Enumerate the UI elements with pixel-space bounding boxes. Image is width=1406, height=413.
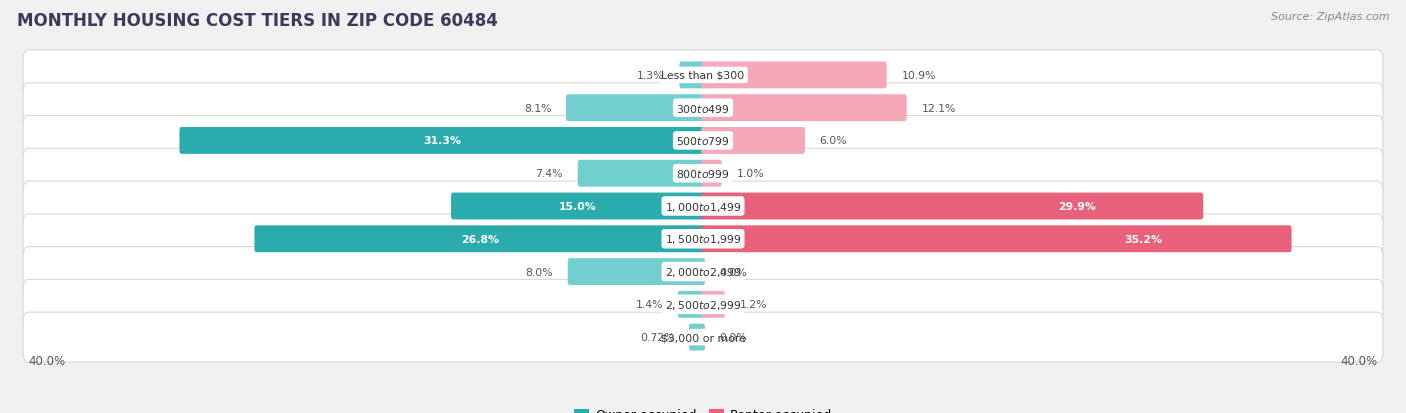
Text: $1,000 to $1,499: $1,000 to $1,499: [665, 200, 741, 213]
Text: 40.0%: 40.0%: [28, 354, 65, 367]
FancyBboxPatch shape: [567, 95, 704, 122]
FancyBboxPatch shape: [22, 280, 1384, 330]
FancyBboxPatch shape: [678, 291, 704, 318]
Legend: Owner-occupied, Renter-occupied: Owner-occupied, Renter-occupied: [568, 404, 838, 413]
Text: 8.0%: 8.0%: [526, 267, 553, 277]
Text: MONTHLY HOUSING COST TIERS IN ZIP CODE 60484: MONTHLY HOUSING COST TIERS IN ZIP CODE 6…: [17, 12, 498, 30]
Text: 1.2%: 1.2%: [740, 299, 768, 310]
FancyBboxPatch shape: [702, 226, 1292, 253]
Text: $1,500 to $1,999: $1,500 to $1,999: [665, 233, 741, 246]
Text: $2,000 to $2,499: $2,000 to $2,499: [665, 266, 741, 278]
FancyBboxPatch shape: [22, 182, 1384, 231]
Text: 0.0%: 0.0%: [720, 332, 748, 342]
Text: 40.0%: 40.0%: [1341, 354, 1378, 367]
FancyBboxPatch shape: [702, 291, 725, 318]
Text: 29.9%: 29.9%: [1057, 202, 1095, 211]
Text: $500 to $799: $500 to $799: [676, 135, 730, 147]
Text: 1.3%: 1.3%: [637, 71, 665, 81]
Text: 12.1%: 12.1%: [921, 103, 956, 114]
FancyBboxPatch shape: [702, 193, 1204, 220]
Text: 1.0%: 1.0%: [737, 169, 763, 179]
FancyBboxPatch shape: [22, 313, 1384, 362]
Text: Source: ZipAtlas.com: Source: ZipAtlas.com: [1271, 12, 1389, 22]
FancyBboxPatch shape: [679, 62, 704, 89]
FancyBboxPatch shape: [451, 193, 704, 220]
Text: 10.9%: 10.9%: [901, 71, 936, 81]
FancyBboxPatch shape: [689, 324, 704, 351]
FancyBboxPatch shape: [22, 247, 1384, 297]
FancyBboxPatch shape: [22, 149, 1384, 199]
FancyBboxPatch shape: [702, 160, 721, 187]
FancyBboxPatch shape: [568, 259, 704, 285]
Text: 35.2%: 35.2%: [1123, 234, 1161, 244]
Text: $3,000 or more: $3,000 or more: [661, 332, 745, 342]
FancyBboxPatch shape: [22, 214, 1384, 264]
Text: 6.0%: 6.0%: [820, 136, 848, 146]
Text: 26.8%: 26.8%: [461, 234, 499, 244]
Text: $2,500 to $2,999: $2,500 to $2,999: [665, 298, 741, 311]
FancyBboxPatch shape: [22, 83, 1384, 133]
Text: 0.72%: 0.72%: [640, 332, 675, 342]
FancyBboxPatch shape: [22, 116, 1384, 166]
Text: 7.4%: 7.4%: [536, 169, 562, 179]
FancyBboxPatch shape: [702, 128, 806, 154]
Text: 1.4%: 1.4%: [636, 299, 664, 310]
Text: 0.0%: 0.0%: [720, 267, 748, 277]
FancyBboxPatch shape: [702, 95, 907, 122]
FancyBboxPatch shape: [180, 128, 704, 154]
Text: Less than $300: Less than $300: [661, 71, 745, 81]
FancyBboxPatch shape: [22, 51, 1384, 101]
Text: 31.3%: 31.3%: [423, 136, 461, 146]
FancyBboxPatch shape: [254, 226, 704, 253]
Text: $300 to $499: $300 to $499: [676, 102, 730, 114]
FancyBboxPatch shape: [702, 62, 887, 89]
Text: $800 to $999: $800 to $999: [676, 168, 730, 180]
Text: 8.1%: 8.1%: [524, 103, 551, 114]
FancyBboxPatch shape: [578, 160, 704, 187]
Text: 15.0%: 15.0%: [560, 202, 598, 211]
